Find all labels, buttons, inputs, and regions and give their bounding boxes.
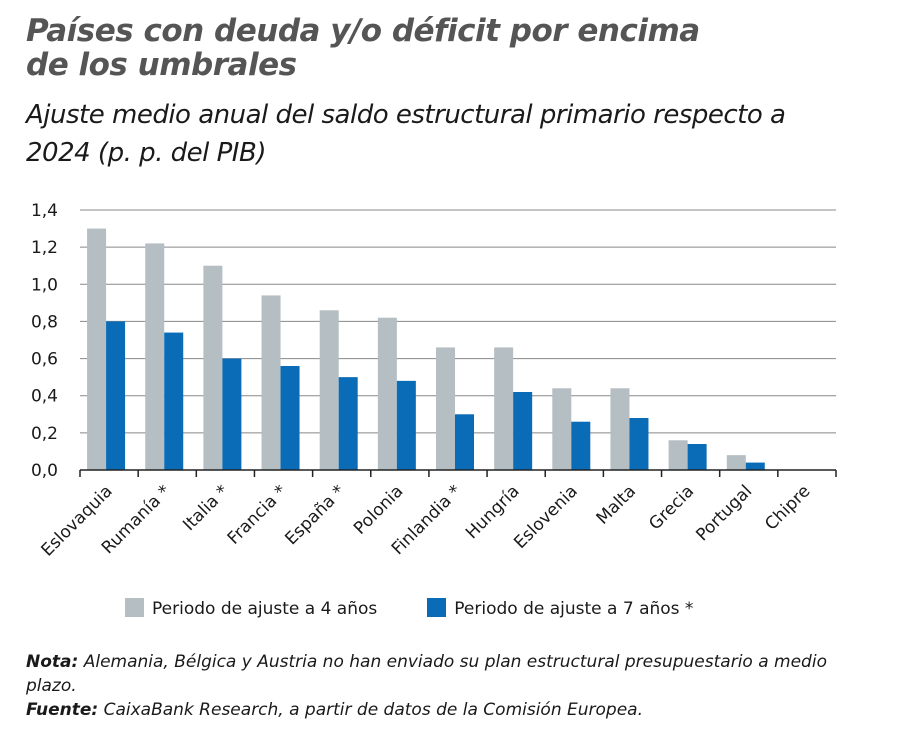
chart-title: Países con deuda y/o déficit por encima …	[26, 13, 700, 83]
bar-7-years	[280, 366, 300, 470]
bar-4-years	[668, 440, 688, 470]
legend-item-4-years: Periodo de ajuste a 4 años	[125, 598, 377, 619]
bar-4-years	[610, 388, 630, 470]
bar-7-years	[513, 392, 533, 470]
bar-7-years	[571, 421, 591, 470]
y-tick-label: 0,0	[31, 461, 58, 481]
legend-label: Periodo de ajuste a 7 años *	[454, 599, 694, 619]
y-tick-label: 1,0	[31, 275, 58, 295]
source: Fuente: CaixaBank Research, a partir de …	[26, 698, 846, 722]
bar-7-years	[396, 380, 416, 470]
bar-4-years	[261, 295, 281, 470]
x-tick-label: Francia *	[224, 481, 291, 548]
bar-4-years	[145, 243, 165, 470]
source-text: CaixaBank Research, a partir de datos de…	[98, 700, 643, 720]
chart-subtitle: Ajuste medio anual del saldo estructural…	[26, 100, 786, 168]
bar-7-years	[629, 418, 649, 470]
x-tick-label: Eslovenia	[510, 481, 582, 553]
bar-4-years	[552, 388, 572, 470]
bar-4-years	[494, 347, 514, 470]
x-tick-label: Portugal	[692, 481, 756, 545]
note: Nota: Alemania, Bélgica y Austria no han…	[26, 650, 846, 698]
legend: Periodo de ajuste a 4 años Periodo de aj…	[125, 598, 693, 619]
bar-4-years	[87, 228, 107, 470]
legend-swatch-blue	[427, 598, 447, 617]
bar-4-years	[203, 265, 223, 470]
legend-label: Periodo de ajuste a 4 años	[152, 599, 378, 619]
y-tick-label: 1,4	[31, 201, 58, 221]
bar-7-years	[222, 358, 242, 470]
bar-4-years	[726, 455, 746, 470]
x-tick-label: Malta	[593, 481, 640, 528]
x-tick-label: Polonia	[350, 481, 407, 538]
note-label: Nota:	[26, 652, 79, 672]
x-tick-label: España *	[281, 481, 349, 549]
y-tick-label: 0,8	[31, 312, 58, 332]
bar-7-years	[164, 332, 184, 470]
bar-7-years	[338, 377, 358, 470]
bar-7-years	[687, 444, 707, 470]
legend-item-7-years: Periodo de ajuste a 7 años *	[427, 598, 693, 619]
legend-swatch-gray	[125, 598, 144, 617]
x-tick-label: Italia *	[179, 481, 233, 535]
y-tick-label: 0,6	[31, 350, 58, 370]
y-tick-label: 1,2	[31, 238, 58, 258]
x-tick-label: Grecia	[645, 481, 698, 534]
bar-4-years	[377, 317, 397, 470]
source-label: Fuente:	[26, 700, 99, 720]
bar-4-years	[319, 310, 339, 470]
note-text: Alemania, Bélgica y Austria no han envia…	[26, 652, 827, 696]
y-tick-label: 0,4	[31, 387, 58, 407]
notes: Nota: Alemania, Bélgica y Austria no han…	[26, 650, 846, 722]
x-tick-label: Chipre	[761, 481, 814, 534]
y-tick-label: 0,2	[31, 424, 58, 444]
bar-4-years	[436, 347, 455, 470]
bar-7-years	[455, 414, 474, 470]
bar-7-years	[745, 462, 765, 470]
bar-7-years	[106, 321, 126, 470]
